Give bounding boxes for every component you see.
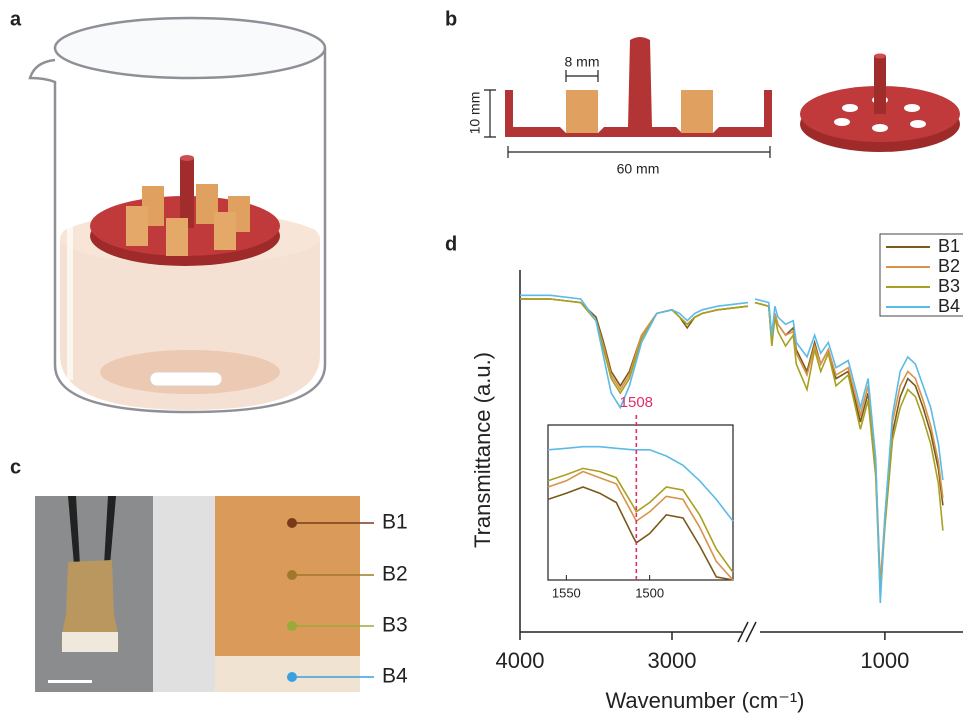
x-tick-label: 1550 [552,585,581,600]
region-label: B2 [382,563,408,586]
region-dot [287,672,297,682]
region-label: B4 [382,665,408,688]
x-tick-label: 1500 [635,585,664,600]
sample-photo [35,496,360,692]
region-dot [287,518,297,528]
x-axis-label: Wavenumber (cm⁻¹) [605,688,804,713]
dimension-label: 10 mm [467,92,483,135]
y-axis-label: Transmittance (a.u.) [470,352,495,548]
panel-label: b [445,8,457,30]
legend-label: B1 [938,236,960,256]
holder-3d [800,54,960,153]
region-label: B3 [382,614,408,637]
panel-label: c [10,456,21,478]
panel-label: d [445,233,457,255]
legend-label: B2 [938,256,960,276]
dimension-label: 60 mm [617,161,660,177]
panel-label: a [10,8,22,30]
region-dot [287,570,297,580]
x-tick-label: 3000 [648,648,697,673]
x-tick-label: 4000 [496,648,545,673]
region-dot [287,621,297,631]
marker-label: 1508 [620,394,653,411]
legend-label: B3 [938,276,960,296]
dimension-label: 8 mm [565,54,600,70]
x-tick-label: 1000 [860,648,909,673]
figure: a b 8 mm 10 mm 60 mm [0,0,963,717]
beaker-illustration [30,18,325,412]
holder-cross-section [484,37,772,158]
region-label: B1 [382,511,408,534]
legend-label: B4 [938,296,960,316]
